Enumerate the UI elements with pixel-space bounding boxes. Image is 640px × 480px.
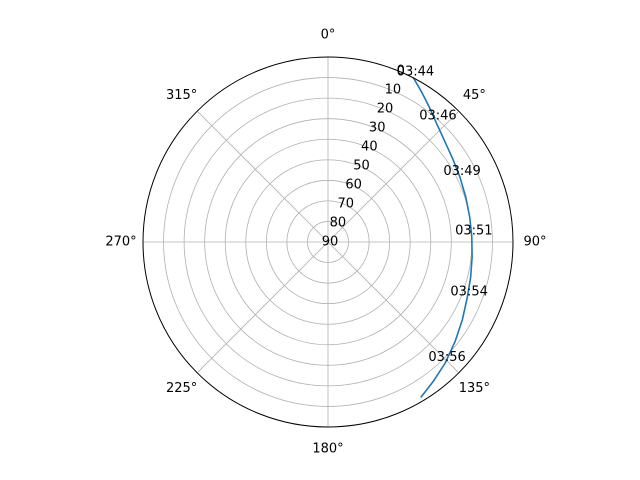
grid-layer [143,57,513,427]
time-annotation-4: 03:54 [450,285,487,300]
time-annotation-1: 03:46 [419,109,456,124]
angle-tick-label-180: 180° [312,442,343,457]
radial-tick-label-10: 10 [385,83,402,98]
time-annotation-5: 03:56 [428,350,465,365]
angle-tick-label-0: 0° [321,28,336,43]
angular-gridline-135 [327,241,460,374]
trace-layer [412,77,473,398]
angle-tick-label-225: 225° [166,381,197,396]
angular-gridline-315 [196,110,329,243]
radial-tick-label-30: 30 [369,121,386,136]
label-layer: 0° 45° 90° 135° 180° 225° 270° 315° 0 10 20 30 40 50 6… [105,28,546,457]
angle-tick-label-135: 135° [459,381,490,396]
polar-frame [142,56,514,428]
time-annotation-3: 03:51 [455,223,492,238]
time-annotation-2: 03:49 [443,164,480,179]
angle-tick-label-45: 45° [463,88,486,103]
radial-tick-label-40: 40 [361,140,378,155]
angle-tick-label-90: 90° [523,235,546,250]
angle-tick-label-315: 315° [166,88,197,103]
series-line-0 [412,77,473,398]
radial-tick-label-0: 0 [397,64,405,79]
radial-tick-label-80: 80 [330,216,347,231]
frame-layer [142,56,514,428]
angular-gridline-225 [196,241,329,374]
radial-tick-label-50: 50 [353,159,370,174]
radial-tick-label-70: 70 [337,197,354,212]
radial-tick-label-60: 60 [345,178,362,193]
angular-gridline-45 [327,110,460,243]
time-annotation-0: 03:44 [397,64,434,79]
radial-tick-label-90: 90 [322,235,339,250]
radial-tick-label-20: 20 [377,102,394,117]
angle-tick-label-270: 270° [105,235,136,250]
